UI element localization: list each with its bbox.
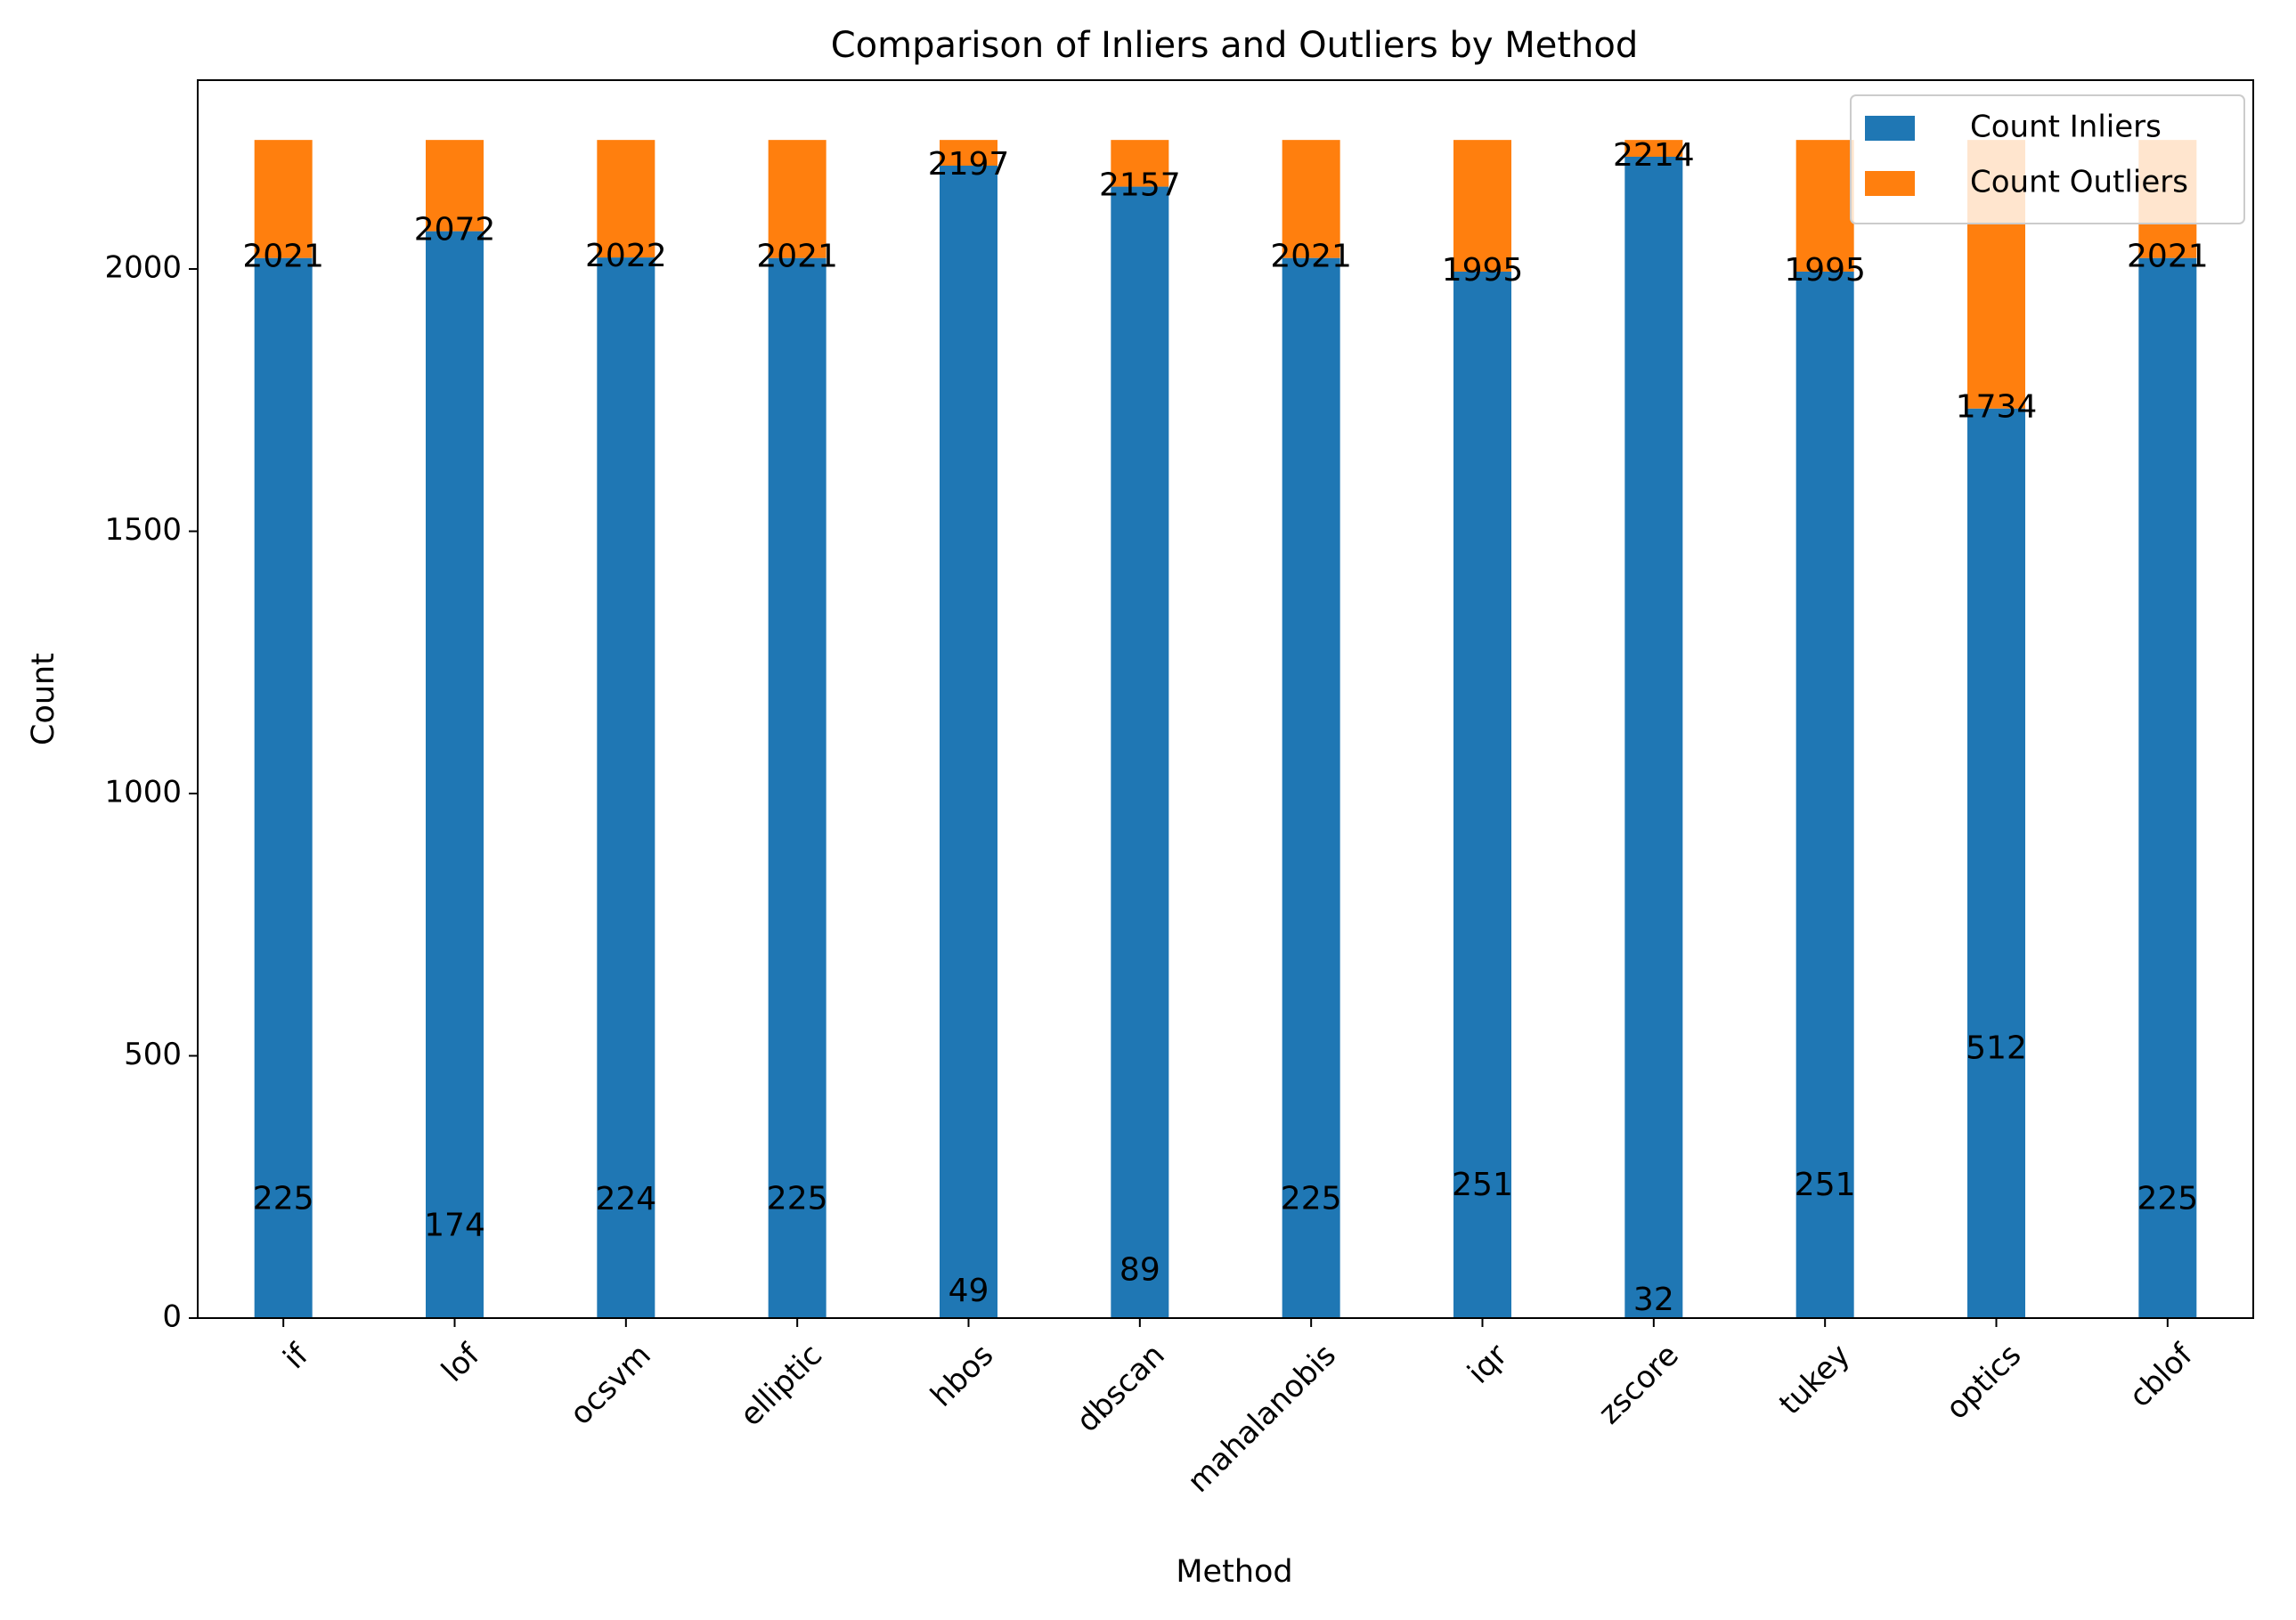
- data-label-inliers-iqr: 1995: [1442, 252, 1524, 289]
- data-label-outliers-elliptic: 225: [767, 1180, 828, 1217]
- data-label-inliers-if: 2021: [242, 239, 324, 275]
- legend: Count Inliers Count Outliers: [1850, 94, 2245, 224]
- data-label-outliers-cblof: 225: [2137, 1180, 2198, 1217]
- bar-inliers-dbscan: [1111, 186, 1169, 1318]
- y-tick-label: 2000: [104, 250, 182, 286]
- data-label-inliers-dbscan: 2157: [1099, 167, 1181, 204]
- data-label-outliers-zscore: 32: [1633, 1282, 1674, 1318]
- bar-outliers-zscore: [1624, 140, 1683, 157]
- bar-inliers-cblof: [2138, 257, 2197, 1318]
- bar-outliers-mahalanobis: [1282, 140, 1340, 258]
- bar-outliers-if: [254, 140, 313, 258]
- y-tick-label: 0: [162, 1299, 182, 1335]
- data-label-inliers-cblof: 2021: [2127, 239, 2209, 275]
- data-label-outliers-iqr: 251: [1452, 1167, 1513, 1203]
- data-label-inliers-ocsvm: 2022: [585, 238, 667, 274]
- data-label-outliers-optics: 512: [1966, 1030, 2027, 1066]
- data-label-outliers-tukey: 251: [1795, 1167, 1856, 1203]
- data-label-outliers-mahalanobis: 225: [1281, 1180, 1342, 1217]
- bar-outliers-elliptic: [768, 140, 826, 258]
- bar-inliers-elliptic: [768, 257, 826, 1318]
- bar-inliers-if: [254, 257, 313, 1318]
- x-axis-label: Method: [1176, 1554, 1292, 1590]
- legend-swatch-outliers: [1865, 171, 1915, 196]
- plot-frame: [197, 79, 2254, 1319]
- bar-inliers-iqr: [1453, 271, 1511, 1319]
- bars-layer: [254, 140, 2197, 1319]
- legend-label-outliers: Count Outliers: [1970, 165, 2188, 200]
- data-label-outliers-lof: 174: [424, 1208, 485, 1244]
- legend-swatch-inliers: [1865, 116, 1915, 141]
- bar-outliers-tukey: [1795, 140, 1854, 272]
- bar-outliers-iqr: [1453, 140, 1511, 272]
- data-label-inliers-zscore: 2214: [1613, 137, 1695, 174]
- data-label-outliers-dbscan: 89: [1120, 1252, 1160, 1289]
- bar-inliers-ocsvm: [597, 257, 655, 1318]
- bar-inliers-mahalanobis: [1282, 257, 1340, 1318]
- y-tick-label: 1500: [104, 512, 182, 548]
- data-label-inliers-optics: 1734: [1956, 389, 2038, 426]
- bar-inliers-hbos: [940, 166, 997, 1318]
- legend-label-inliers: Count Inliers: [1970, 110, 2162, 145]
- legend-box: [1850, 94, 2245, 224]
- y-tick-label: 500: [124, 1037, 182, 1072]
- bar-inliers-lof: [426, 231, 484, 1319]
- bar-outliers-dbscan: [1111, 140, 1169, 187]
- data-label-inliers-lof: 2072: [414, 212, 496, 248]
- data-label-inliers-elliptic: 2021: [756, 239, 838, 275]
- data-label-inliers-mahalanobis: 2021: [1270, 239, 1352, 275]
- bar-outliers-hbos: [940, 140, 997, 167]
- y-axis: 0 500 1000 1500 2000: [104, 250, 198, 1335]
- bar-outliers-ocsvm: [597, 140, 655, 258]
- data-label-inliers-hbos: 2197: [928, 146, 1010, 183]
- data-label-outliers-hbos: 49: [949, 1273, 989, 1309]
- bar-outliers-lof: [426, 140, 484, 232]
- data-label-outliers-if: 225: [253, 1180, 314, 1217]
- bar-inliers-optics: [1967, 408, 2025, 1319]
- bar-inliers-tukey: [1795, 271, 1854, 1319]
- chart-title: Comparison of Inliers and Outliers by Me…: [831, 25, 1639, 66]
- data-labels-layer: 2021 225 2072 174 2022 224 2021 225 2197 49 2157 89…: [242, 137, 2208, 1318]
- data-label-inliers-tukey: 1995: [1784, 252, 1866, 289]
- data-label-outliers-ocsvm: 224: [595, 1181, 656, 1217]
- y-axis-label: Count: [26, 653, 61, 745]
- y-tick-label: 1000: [104, 775, 182, 810]
- bar-inliers-zscore: [1624, 156, 1683, 1318]
